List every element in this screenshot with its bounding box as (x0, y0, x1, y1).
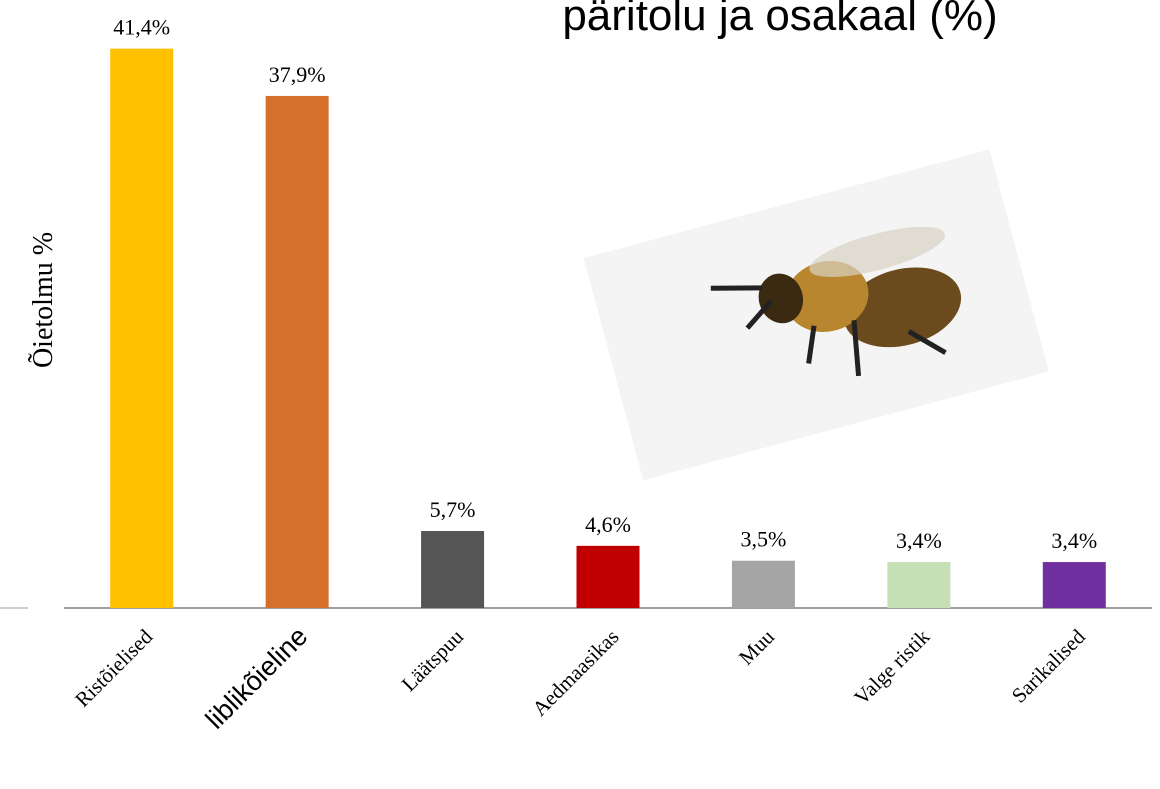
x-tick-label: Aedmaasikas (527, 625, 623, 721)
bee-thorax (785, 260, 869, 332)
bar (265, 95, 329, 608)
value-label: 3,4% (1051, 528, 1097, 553)
value-label: 5,7% (430, 497, 476, 522)
x-tick-label: liblikõieline (200, 621, 314, 735)
value-label: 3,5% (741, 527, 787, 552)
bar (110, 48, 174, 608)
bee-legs (710, 285, 947, 377)
bar (731, 560, 795, 608)
bar (576, 545, 640, 608)
chart-title: päritolu ja osakaal (%) (562, 0, 997, 40)
bee-picture (583, 149, 1049, 481)
bar (887, 562, 951, 608)
x-tick-label: Muu (734, 624, 779, 669)
bee-wing (809, 226, 945, 278)
y-axis-label: Õietolmu % (28, 232, 59, 368)
bar (421, 530, 485, 608)
value-label: 3,4% (896, 528, 942, 553)
x-tick-label: Läätspuu (397, 624, 469, 696)
bee-head (758, 273, 804, 324)
x-tick-label: Sarikalised (1007, 624, 1090, 707)
bar (1042, 562, 1106, 608)
value-label: 4,6% (585, 512, 631, 537)
x-tick-label: Ristõielised (70, 624, 157, 711)
value-label: 37,9% (269, 62, 326, 87)
bee-abdomen (843, 267, 962, 348)
x-tick-label: Valge ristik (849, 624, 934, 709)
value-label: 41,4% (113, 15, 170, 40)
